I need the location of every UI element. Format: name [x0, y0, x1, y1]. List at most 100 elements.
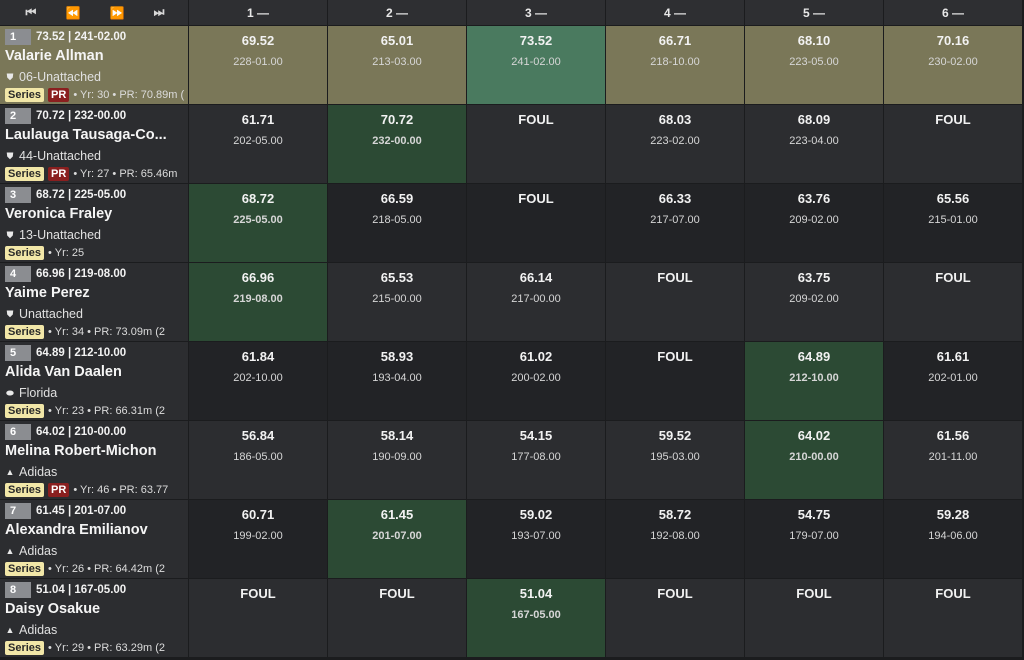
attempt-cell[interactable]: 68.09 223-04.00	[745, 105, 883, 184]
athlete-cell[interactable]: 5 64.89 | 212-10.00 Alida Van Daalen ⬬ Flori…	[0, 342, 188, 421]
attempt-cell[interactable]: 58.72 192-08.00	[606, 500, 744, 579]
attempt-cell[interactable]: 54.75 179-07.00	[745, 500, 883, 579]
series-badge[interactable]: Series	[5, 88, 45, 102]
athlete-name[interactable]: Yaime Perez	[5, 285, 90, 301]
attempt-header-6[interactable]: 6 —	[884, 0, 1022, 26]
previous-page-icon[interactable]: ⏪	[65, 5, 80, 20]
athlete-info: • Yr: 23 • PR: 66.31m (2	[48, 405, 165, 417]
attempt-cell[interactable]: 65.53 215-00.00	[328, 263, 466, 342]
attempt-cell[interactable]: 51.04 167-05.00	[467, 579, 605, 658]
athlete-name[interactable]: Veronica Fraley	[5, 206, 113, 222]
last-page-icon[interactable]: ⏭	[153, 5, 165, 19]
attempt-cell[interactable]: 61.56 201-11.00	[884, 421, 1022, 500]
attempt-feet: 186-05.00	[233, 451, 283, 463]
attempt-feet: 177-08.00	[511, 451, 561, 463]
attempt-cell[interactable]: 59.02 193-07.00	[467, 500, 605, 579]
series-badge[interactable]: Series	[5, 483, 45, 497]
attempt-cell[interactable]: FOUL	[467, 105, 605, 184]
series-badge[interactable]: Series	[5, 641, 45, 655]
attempt-header-2[interactable]: 2 —	[328, 0, 466, 26]
attempt-cell[interactable]: FOUL	[606, 579, 744, 658]
athlete-name[interactable]: Alexandra Emilianov	[5, 522, 148, 538]
attempt-cell[interactable]: 61.02 200-02.00	[467, 342, 605, 421]
attempt-header-4[interactable]: 4 —	[606, 0, 744, 26]
attempt-cell[interactable]: 66.14 217-00.00	[467, 263, 605, 342]
attempt-feet: 194-06.00	[928, 530, 978, 542]
attempt-cell[interactable]: 64.89 212-10.00	[745, 342, 883, 421]
attempt-cell[interactable]: FOUL	[745, 579, 883, 658]
athlete-name[interactable]: Valarie Allman	[5, 48, 104, 64]
team-name: 44-Unattached	[19, 149, 102, 163]
attempt-cell[interactable]: 68.10 223-05.00	[745, 26, 883, 105]
athlete-cell[interactable]: 1 73.52 | 241-02.00 Valarie Allman ⛊ 06-Unat…	[0, 26, 188, 105]
attempt-cell[interactable]: 70.72 232-00.00	[328, 105, 466, 184]
athlete-name[interactable]: Alida Van Daalen	[5, 364, 122, 380]
athlete-name[interactable]: Laulauga Tausaga-Co...	[5, 127, 167, 143]
athlete-cell[interactable]: 6 64.02 | 210-00.00 Melina Robert-Michon ▲ A…	[0, 421, 188, 500]
athlete-name[interactable]: Daisy Osakue	[5, 601, 101, 617]
attempt-cell[interactable]: 66.96 219-08.00	[189, 263, 327, 342]
attempt-mark: 61.71	[241, 112, 275, 127]
attempt-cell[interactable]: 61.84 202-10.00	[189, 342, 327, 421]
attempt-feet: 223-04.00	[789, 135, 839, 147]
attempt-cell[interactable]: 66.59 218-05.00	[328, 184, 466, 263]
attempt-cell[interactable]: 65.01 213-03.00	[328, 26, 466, 105]
athlete-name[interactable]: Melina Robert-Michon	[5, 443, 157, 459]
attempt-cell[interactable]: FOUL	[189, 579, 327, 658]
attempt-cell[interactable]: 59.52 195-03.00	[606, 421, 744, 500]
attempt-cell[interactable]: 68.72 225-05.00	[189, 184, 327, 263]
athlete-cell[interactable]: 4 66.96 | 219-08.00 Yaime Perez ⛊ Unattached…	[0, 263, 188, 342]
attempt-header-5[interactable]: 5 —	[745, 0, 883, 26]
series-badge[interactable]: Series	[5, 325, 45, 339]
attempt-cell[interactable]: FOUL	[328, 579, 466, 658]
attempt-feet: 232-00.00	[372, 135, 422, 147]
attempt-cell[interactable]: 56.84 186-05.00	[189, 421, 327, 500]
attempt-mark: FOUL	[240, 586, 276, 601]
attempt-mark: 70.72	[380, 112, 414, 127]
attempt-cell[interactable]: 59.28 194-06.00	[884, 500, 1022, 579]
series-badge[interactable]: Series	[5, 404, 45, 418]
athlete-cell[interactable]: 8 51.04 | 167-05.00 Daisy Osakue ▲ Adidas Ser…	[0, 579, 188, 658]
attempt-cell[interactable]: 69.52 228-01.00	[189, 26, 327, 105]
attempt-feet: 209-02.00	[789, 214, 839, 226]
attempt-cell[interactable]: FOUL	[884, 105, 1022, 184]
first-page-icon[interactable]: ⏮	[25, 5, 37, 19]
series-badge[interactable]: Series	[5, 167, 45, 181]
attempt-cell[interactable]: FOUL	[606, 342, 744, 421]
series-badge[interactable]: Series	[5, 562, 45, 576]
attempt-header-3[interactable]: 3 —	[467, 0, 605, 26]
team-name: Unattached	[19, 307, 83, 321]
attempt-cell[interactable]: 58.93 193-04.00	[328, 342, 466, 421]
attempt-cell[interactable]: 58.14 190-09.00	[328, 421, 466, 500]
attempt-cell[interactable]: FOUL	[884, 579, 1022, 658]
athlete-cell[interactable]: 7 61.45 | 201-07.00 Alexandra Emilianov ▲ Ad…	[0, 500, 188, 579]
attempt-cell[interactable]: 61.45 201-07.00	[328, 500, 466, 579]
attempt-cell[interactable]: 63.75 209-02.00	[745, 263, 883, 342]
attempt-cell[interactable]: 61.71 202-05.00	[189, 105, 327, 184]
attempt-cell[interactable]: 63.76 209-02.00	[745, 184, 883, 263]
attempt-cell[interactable]: 70.16 230-02.00	[884, 26, 1022, 105]
attempt-cell[interactable]: 66.33 217-07.00	[606, 184, 744, 263]
athlete-meta: Series PR • Yr: 30 • PR: 70.89m (	[5, 87, 188, 103]
next-page-icon[interactable]: ⏩	[109, 5, 125, 20]
attempt-mark: 58.14	[380, 428, 414, 443]
series-badge[interactable]: Series	[5, 246, 45, 260]
attempt-mark: FOUL	[379, 586, 415, 601]
attempt-cell[interactable]: 73.52 241-02.00	[467, 26, 605, 105]
attempt-cell[interactable]: FOUL	[884, 263, 1022, 342]
attempt-cell[interactable]: FOUL	[467, 184, 605, 263]
attempt-cell[interactable]: 61.61 202-01.00	[884, 342, 1022, 421]
team-line: ⬬ Florida	[5, 385, 188, 401]
team-line: ▲ Adidas	[5, 622, 188, 638]
attempt-cell[interactable]: 68.03 223-02.00	[606, 105, 744, 184]
athlete-cell[interactable]: 3 68.72 | 225-05.00 Veronica Fraley ⛊ 13-Una…	[0, 184, 188, 263]
attempt-cell[interactable]: 54.15 177-08.00	[467, 421, 605, 500]
athlete-info: • Yr: 34 • PR: 73.09m (2	[48, 326, 165, 338]
attempt-cell[interactable]: 60.71 199-02.00	[189, 500, 327, 579]
attempt-header-1[interactable]: 1 —	[189, 0, 327, 26]
attempt-cell[interactable]: 64.02 210-00.00	[745, 421, 883, 500]
attempt-cell[interactable]: 65.56 215-01.00	[884, 184, 1022, 263]
attempt-cell[interactable]: 66.71 218-10.00	[606, 26, 744, 105]
attempt-cell[interactable]: FOUL	[606, 263, 744, 342]
athlete-cell[interactable]: 2 70.72 | 232-00.00 Laulauga Tausaga-Co...…	[0, 105, 188, 184]
